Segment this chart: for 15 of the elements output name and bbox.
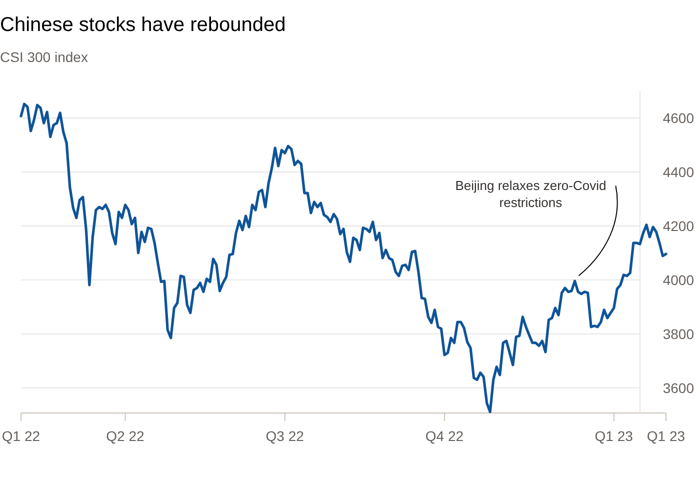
chart-title: Chinese stocks have rebounded <box>0 14 286 36</box>
x-tick-label: Q1 23 <box>646 428 686 444</box>
x-tick-label: Q2 22 <box>106 428 145 444</box>
chart-subtitle: CSI 300 index <box>0 49 88 65</box>
x-tick-label: Q3 22 <box>266 428 304 444</box>
annotation: Beijing relaxes zero-Covid restrictions <box>455 178 606 210</box>
x-tick-label: Q4 22 <box>425 428 464 444</box>
y-tick-label: 4400 <box>662 164 694 180</box>
y-tick-label: 3800 <box>662 326 694 342</box>
y-tick-label: 4000 <box>662 272 694 288</box>
y-tick-label: 4200 <box>662 218 694 234</box>
x-tick-label: Q1 23 <box>594 428 634 444</box>
y-tick-label: 4600 <box>662 110 694 126</box>
x-tick-label: Q1 22 <box>2 428 40 444</box>
y-tick-label: 3600 <box>662 380 694 396</box>
